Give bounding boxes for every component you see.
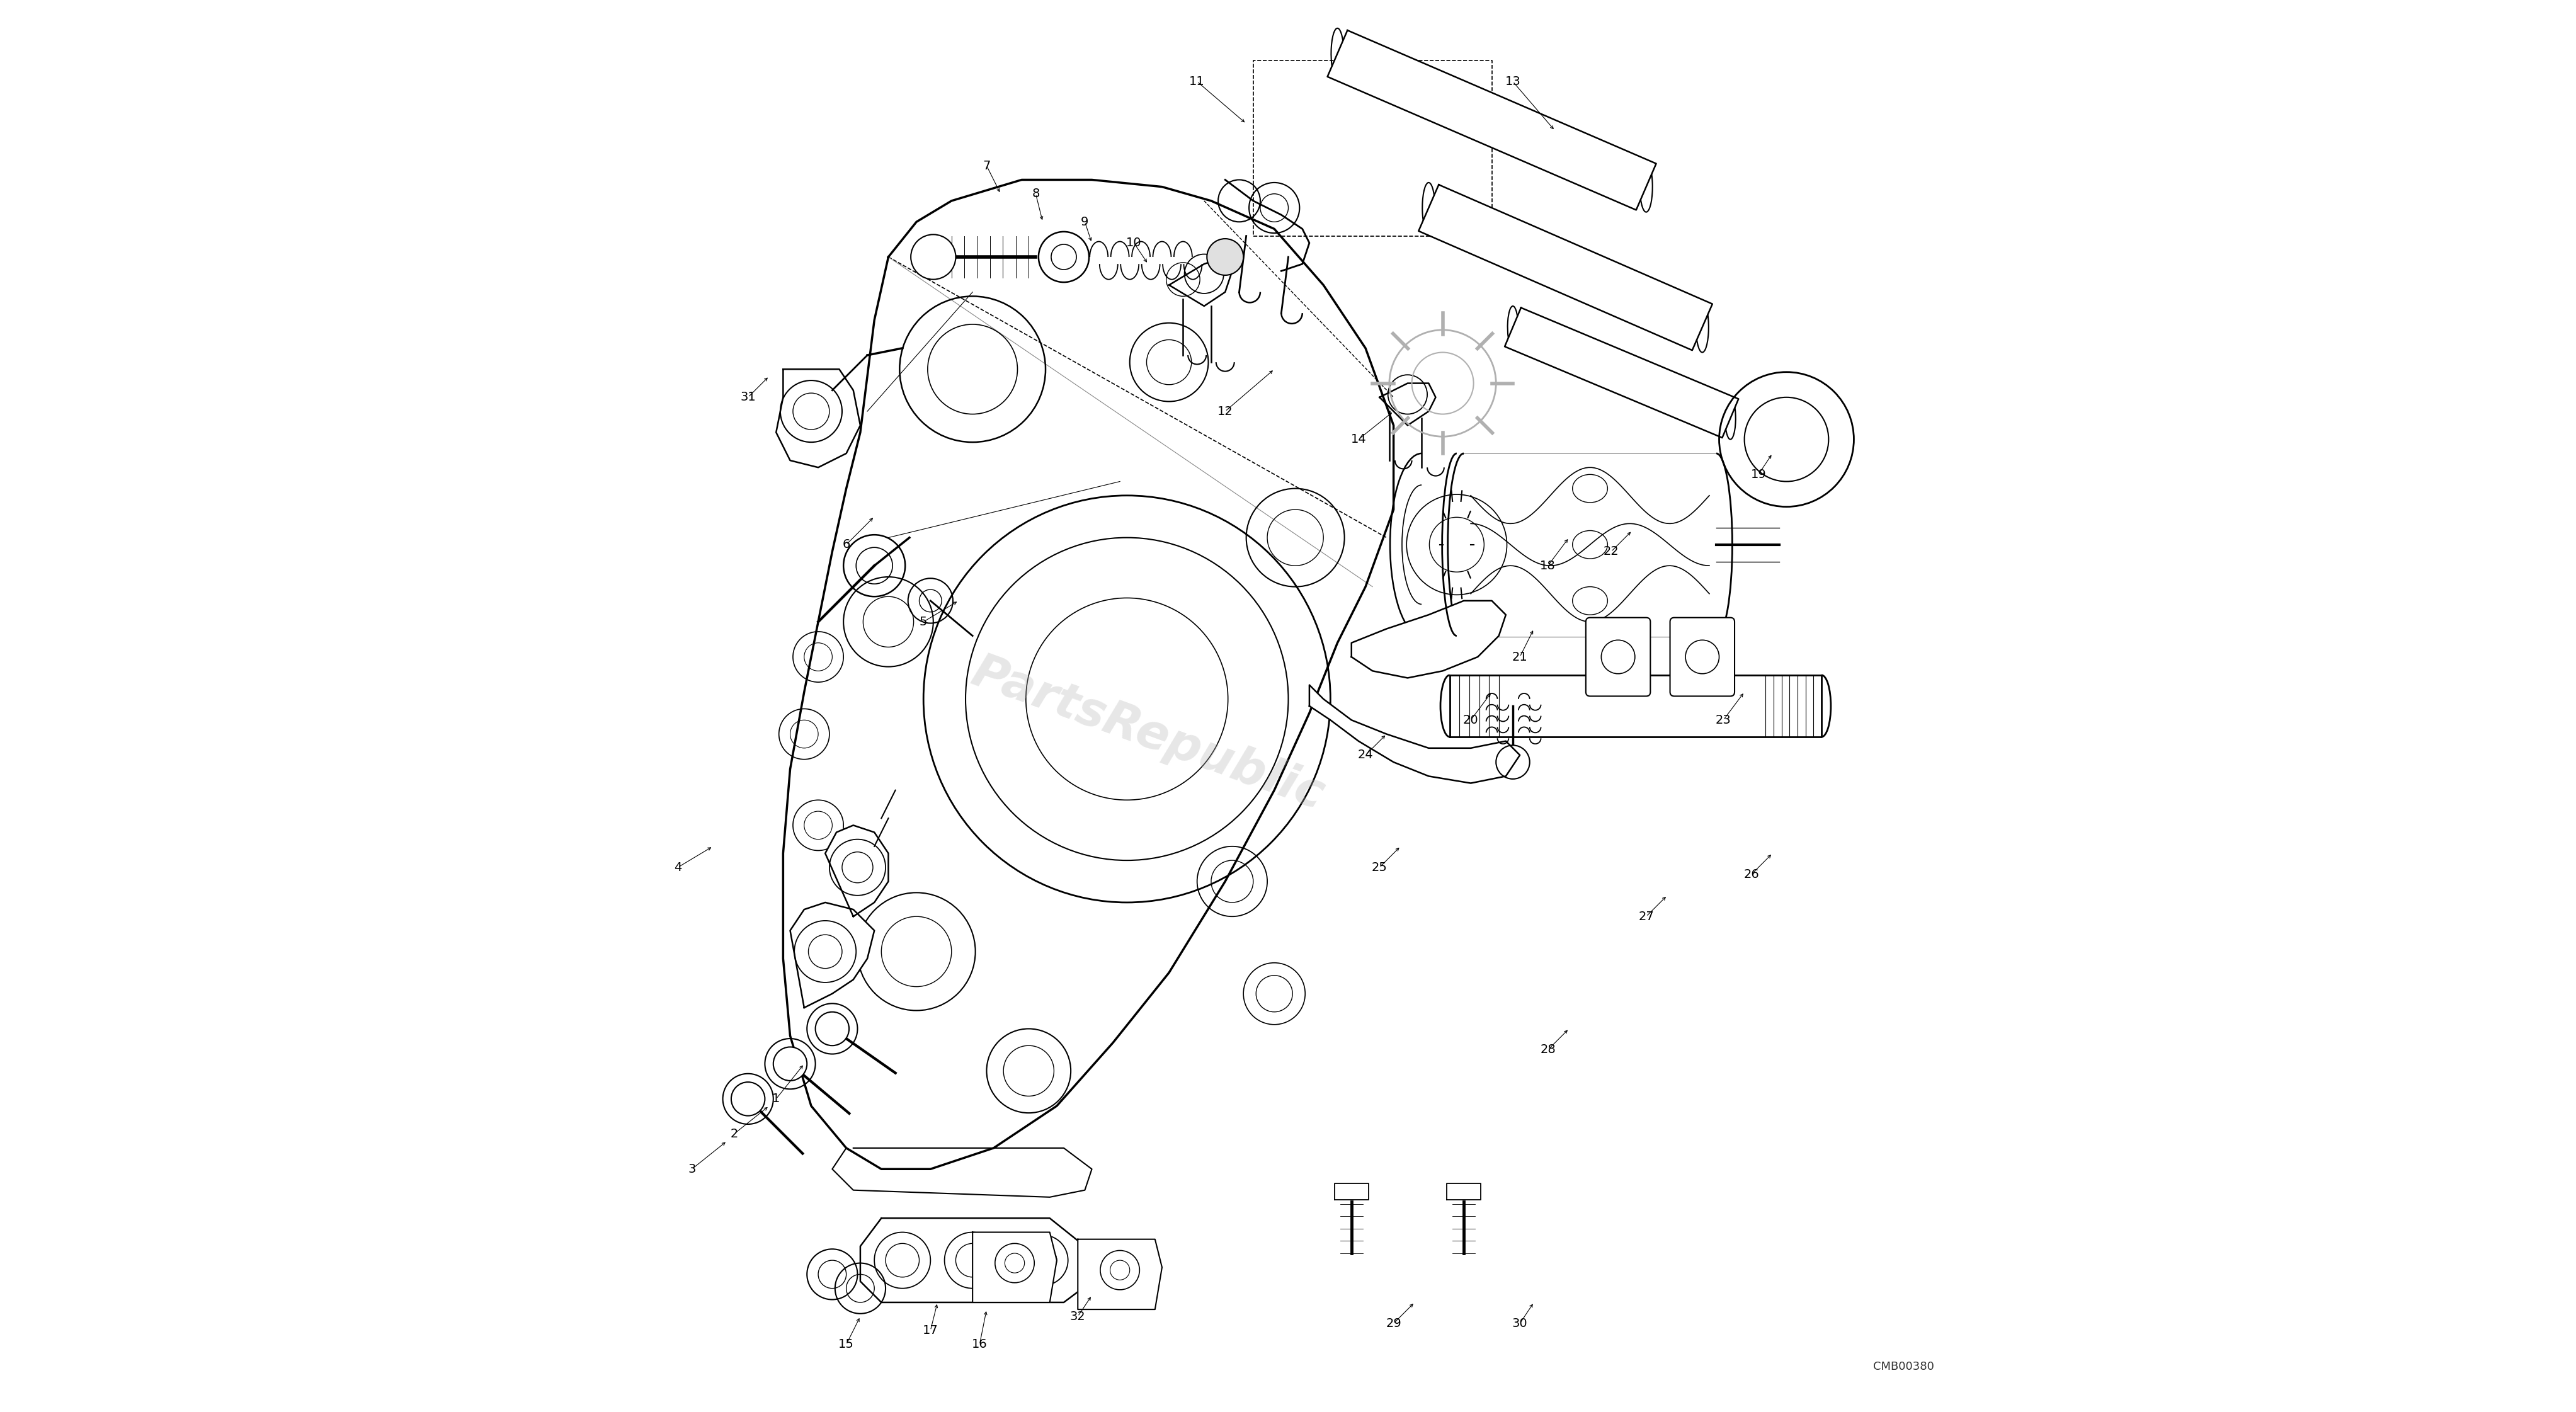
Text: 9: 9 xyxy=(1082,216,1090,227)
Text: 14: 14 xyxy=(1350,433,1365,445)
Text: 28: 28 xyxy=(1540,1043,1556,1056)
Polygon shape xyxy=(783,179,1394,1169)
Polygon shape xyxy=(1463,453,1716,635)
Text: 12: 12 xyxy=(1216,405,1234,418)
Text: 5: 5 xyxy=(920,616,927,628)
Polygon shape xyxy=(1352,600,1504,678)
Text: 22: 22 xyxy=(1602,545,1618,558)
FancyBboxPatch shape xyxy=(1584,617,1651,696)
Circle shape xyxy=(909,234,956,280)
Text: 29: 29 xyxy=(1386,1317,1401,1330)
Text: 32: 32 xyxy=(1069,1310,1084,1323)
Circle shape xyxy=(814,1012,850,1046)
Polygon shape xyxy=(832,1148,1092,1197)
Polygon shape xyxy=(1327,30,1656,210)
Text: 23: 23 xyxy=(1716,714,1731,726)
Polygon shape xyxy=(824,825,889,916)
Text: 17: 17 xyxy=(922,1324,938,1336)
Polygon shape xyxy=(1419,185,1713,350)
Circle shape xyxy=(1206,239,1244,275)
Text: 1: 1 xyxy=(773,1093,781,1106)
Polygon shape xyxy=(971,1233,1056,1302)
Text: 8: 8 xyxy=(1030,188,1038,199)
Circle shape xyxy=(1497,746,1530,779)
Polygon shape xyxy=(1309,685,1520,784)
Text: 11: 11 xyxy=(1190,76,1206,88)
Text: 10: 10 xyxy=(1126,237,1141,249)
Polygon shape xyxy=(1504,308,1739,438)
Polygon shape xyxy=(775,369,860,467)
Text: 24: 24 xyxy=(1358,750,1373,761)
Text: 2: 2 xyxy=(729,1128,737,1139)
Text: 21: 21 xyxy=(1512,651,1528,662)
Text: 18: 18 xyxy=(1540,559,1556,572)
Text: 26: 26 xyxy=(1744,868,1759,880)
Polygon shape xyxy=(860,1219,1092,1302)
Text: 27: 27 xyxy=(1638,911,1654,922)
Text: 20: 20 xyxy=(1463,714,1479,726)
Text: 25: 25 xyxy=(1370,861,1386,874)
Text: 13: 13 xyxy=(1504,76,1520,88)
Text: 15: 15 xyxy=(837,1339,853,1350)
Text: 3: 3 xyxy=(688,1163,696,1175)
Text: 7: 7 xyxy=(981,160,989,172)
Polygon shape xyxy=(1334,1183,1368,1200)
Circle shape xyxy=(773,1046,806,1080)
Text: PartsRepublic: PartsRepublic xyxy=(966,648,1329,819)
Polygon shape xyxy=(1448,1183,1481,1200)
Text: 4: 4 xyxy=(675,861,683,874)
Text: CMB00380: CMB00380 xyxy=(1873,1361,1935,1372)
Circle shape xyxy=(732,1082,765,1115)
Text: 31: 31 xyxy=(739,391,755,404)
Text: 16: 16 xyxy=(971,1339,987,1350)
Polygon shape xyxy=(1450,675,1821,737)
Text: 30: 30 xyxy=(1512,1317,1528,1330)
Polygon shape xyxy=(791,902,873,1008)
Text: 19: 19 xyxy=(1749,469,1765,480)
FancyBboxPatch shape xyxy=(1669,617,1734,696)
Text: 6: 6 xyxy=(842,538,850,551)
Polygon shape xyxy=(1077,1240,1162,1309)
